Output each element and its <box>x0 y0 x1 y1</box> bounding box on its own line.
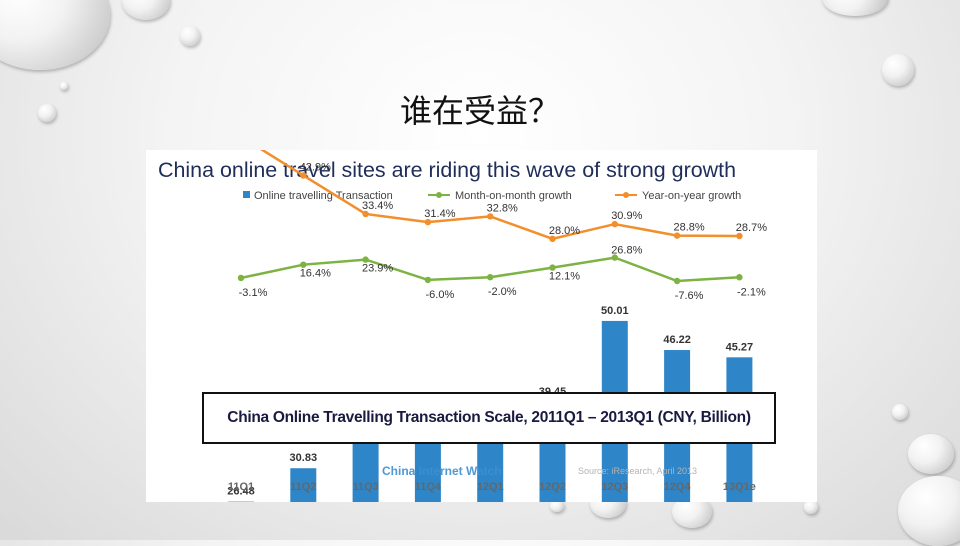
water-droplet <box>908 434 954 474</box>
mom-growth-point <box>425 277 431 283</box>
mom-growth-point <box>674 278 680 284</box>
yoy-growth-label: 32.8% <box>487 202 518 214</box>
yoy-growth-label: 28.8% <box>673 222 704 234</box>
legend-marker-mom <box>436 192 442 198</box>
mom-growth-label: 12.1% <box>549 271 580 283</box>
bar-value-label: 50.01 <box>601 305 629 317</box>
yoy-growth-label: 31.4% <box>424 208 455 220</box>
bar-value-label: 46.22 <box>663 334 691 346</box>
bar-value-label: 45.27 <box>726 341 754 353</box>
x-tick-label: 11Q2 <box>290 481 316 493</box>
water-droplet <box>804 500 818 514</box>
x-tick-label: 11Q1 <box>228 481 254 493</box>
chart-title: China online travel sites are riding thi… <box>158 159 736 182</box>
bar-value-label: 30.83 <box>290 452 318 464</box>
legend-label-yoy: Year-on-year growth <box>642 190 741 202</box>
x-tick-label: 11Q4 <box>415 481 442 493</box>
water-droplet <box>180 26 200 46</box>
mom-growth-label: 26.8% <box>611 245 642 257</box>
water-droplet <box>122 0 170 20</box>
mom-growth-label: 23.9% <box>362 263 393 275</box>
water-droplet <box>0 0 110 70</box>
chart-panel: China online travel sites are riding thi… <box>146 150 817 502</box>
chart-caption: China Online Travelling Transaction Scal… <box>202 392 776 444</box>
legend-label-mom: Month-on-month growth <box>455 190 572 202</box>
x-tick-label: 12Q2 <box>539 481 566 493</box>
mom-growth-label: -6.0% <box>426 289 455 301</box>
mom-growth-point <box>487 274 493 280</box>
x-tick-label: 12Q4 <box>664 481 692 493</box>
water-droplet <box>898 476 960 546</box>
x-tick-label: 12Q1 <box>477 481 504 493</box>
mom-growth-label: -2.1% <box>737 286 766 298</box>
source-note: Source: iResearch, April 2013 <box>578 466 697 476</box>
yoy-growth-label: 30.9% <box>611 210 642 222</box>
watermark: China Internet Watch <box>382 464 502 478</box>
chart: China online travel sites are riding thi… <box>146 150 817 502</box>
mom-growth-point <box>736 274 742 280</box>
mom-growth-label: -3.1% <box>239 287 268 299</box>
water-droplet <box>892 404 908 420</box>
water-droplet <box>822 0 888 16</box>
yoy-growth-label: 42.9% <box>300 161 331 173</box>
slide-title: 谁在受益？ <box>0 86 960 132</box>
x-tick-label: 11Q3 <box>352 481 378 493</box>
mom-growth-point <box>238 275 244 281</box>
water-droplet <box>882 54 914 86</box>
yoy-growth-label: 28.0% <box>549 225 580 237</box>
x-axis-ticks: 11Q1 11Q2 11Q3 11Q4 12Q1 12Q2 12Q3 12Q4 13Q1e <box>228 481 756 493</box>
mom-growth-label: -2.0% <box>488 286 517 298</box>
legend-swatch-bars <box>243 191 250 198</box>
yoy-growth-label: 28.7% <box>736 222 767 234</box>
chart-legend: Online travelling Transaction Month-on-m… <box>243 190 741 202</box>
x-tick-label: 12Q3 <box>601 481 628 493</box>
legend-marker-yoy <box>623 192 629 198</box>
mom-growth-label: 16.4% <box>300 268 331 280</box>
mom-growth-label: -7.6% <box>675 290 704 302</box>
x-tick-label: 13Q1e <box>723 481 756 493</box>
yoy-growth-label: 33.4% <box>362 200 393 212</box>
